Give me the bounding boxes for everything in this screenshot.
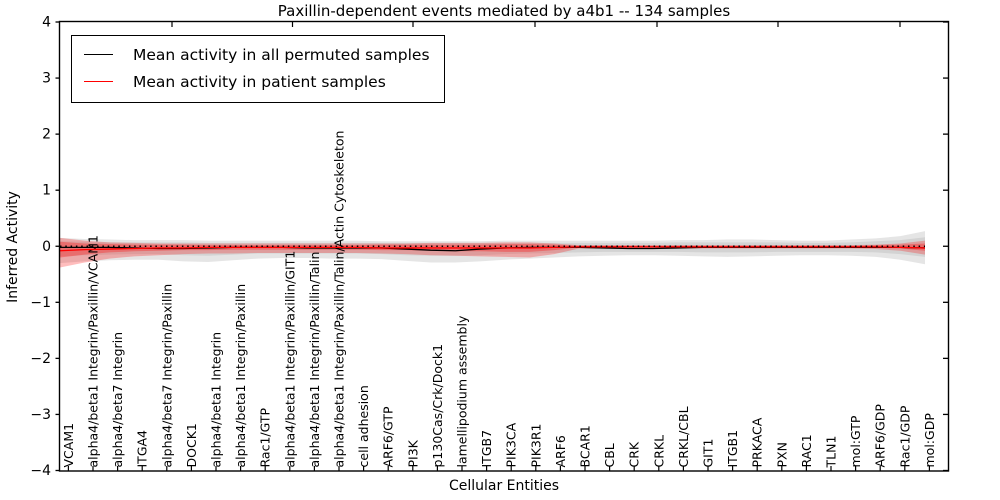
y-axis-label: Inferred Activity (5, 191, 21, 303)
x-tick-label: alpha4/beta1 Integrin/Paxillin (233, 284, 248, 468)
x-tick-label: PI3K (405, 439, 420, 467)
x-tick-label: alpha4/beta1 Integrin (209, 332, 224, 468)
x-tick-label: cell adhesion (356, 385, 371, 467)
x-tick-label: Rac1/GDP (897, 405, 912, 467)
legend: Mean activity in all permuted samples Mea… (71, 35, 445, 103)
x-tick-label: DOCK1 (184, 423, 199, 467)
y-tick-label: 2 (42, 127, 51, 143)
x-tick-label: alpha4/beta7 Integrin/Paxillin (159, 284, 174, 468)
x-tick-label: GIT1 (701, 439, 716, 468)
chart-title: Paxillin-dependent events mediated by a4… (277, 2, 731, 20)
x-axis-label: Cellular Entities (448, 478, 560, 494)
confidence-band-patient-range-outer (60, 237, 925, 268)
y-tick-label: −2 (30, 351, 51, 367)
x-tick-label: RAC1 (799, 434, 814, 467)
x-tick-label: CRKL/CBL (676, 406, 691, 467)
x-tick-label: CRK (627, 441, 642, 467)
legend-line-sample (84, 81, 113, 82)
x-tick-label: PRKACA (750, 417, 765, 467)
legend-entry-label: Mean activity in all permuted samples (133, 45, 430, 64)
x-tick-label: mol:GTP (848, 415, 863, 467)
x-tick-label: lamellipodium assembly (455, 315, 470, 467)
x-tick-label: ARF6 (553, 435, 568, 467)
x-tick-label: ITGB7 (479, 430, 494, 468)
x-tick-label: alpha4/beta1 Integrin/Paxillin/Talin/Act… (332, 131, 347, 468)
x-tick-label: CRKL (651, 435, 666, 468)
x-tick-label: ARF6/GDP (873, 404, 888, 468)
y-tick-label: −4 (30, 463, 51, 479)
x-tick-label: ITGA4 (135, 430, 150, 468)
x-tick-label: alpha4/beta1 Integrin/Paxillin/VCAM1 (86, 235, 101, 467)
y-tick-label: −3 (30, 407, 51, 423)
legend-line-sample (84, 54, 113, 55)
confidence-band-patient-range-inner (60, 241, 925, 258)
y-tick-label: −1 (30, 295, 51, 311)
x-tick-label: PXN (774, 442, 789, 467)
x-tick-label: alpha4/beta1 Integrin/Paxillin/GIT1 (282, 251, 297, 468)
legend-entry-1: Mean activity in patient samples (84, 68, 430, 95)
y-tick-label: 4 (42, 15, 51, 31)
x-tick-label: mol:GDP (922, 413, 937, 468)
y-tick-label: 3 (42, 71, 51, 87)
legend-entry-label: Mean activity in patient samples (133, 72, 386, 91)
x-tick-label: Rac1/GTP (258, 408, 273, 468)
x-tick-label: CBL (602, 443, 617, 467)
x-tick-label: BCAR1 (578, 425, 593, 467)
x-tick-label: PIK3CA (504, 422, 519, 467)
x-tick-label: ARF6/GTP (381, 406, 396, 467)
x-tick-label: VCAM1 (61, 423, 76, 468)
x-tick-label: ITGB1 (725, 430, 740, 468)
x-tick-label: p130Cas/Crk/Dock1 (430, 344, 445, 468)
x-tick-label: alpha4/beta1 Integrin/Paxillin/Talin (307, 252, 322, 468)
y-tick-label: 0 (42, 239, 51, 255)
x-tick-label: TLN1 (824, 436, 839, 469)
legend-entry-0: Mean activity in all permuted samples (84, 41, 430, 68)
y-tick-label: 1 (42, 183, 51, 199)
x-tick-label: alpha4/beta7 Integrin (110, 332, 125, 468)
x-tick-label: PIK3R1 (528, 423, 543, 467)
confidence-band-permuted-range-inner (60, 237, 925, 257)
